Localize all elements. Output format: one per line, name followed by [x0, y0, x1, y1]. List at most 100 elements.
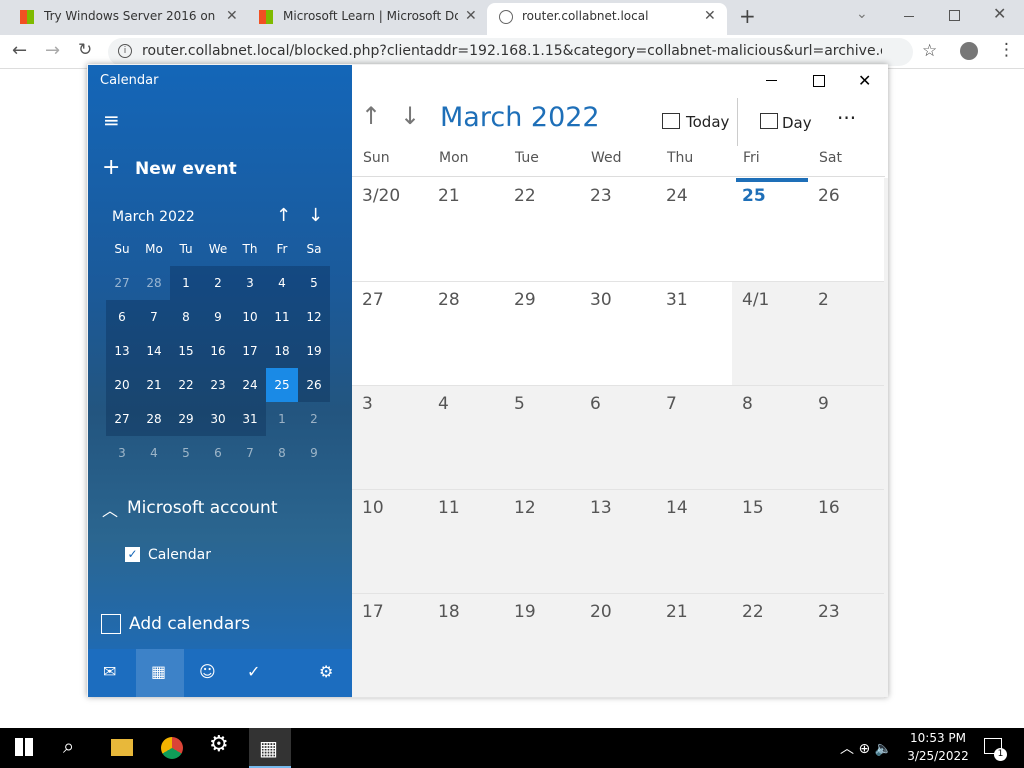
day-cell[interactable]: 4/1	[732, 282, 808, 386]
mini-day[interactable]: 5	[182, 446, 190, 460]
day-cell[interactable]: 7	[656, 386, 732, 490]
mini-day[interactable]: 8	[278, 446, 286, 460]
back[interactable]: ←	[12, 40, 28, 61]
people-icon[interactable]: ☺	[199, 662, 216, 681]
account[interactable]: Microsoft account	[127, 498, 278, 518]
mini-day[interactable]: 5	[298, 266, 330, 300]
day-cell[interactable]: 25	[732, 178, 808, 282]
win-maximize[interactable]	[813, 75, 825, 87]
tab-search[interactable]: ⌄	[856, 6, 868, 22]
clock-date[interactable]: 3/25/2022	[907, 749, 969, 763]
calendar-icon[interactable]: ▦	[151, 662, 167, 681]
tab-title[interactable]: Try Windows Server 2016 on Mic	[44, 9, 216, 23]
day-cell[interactable]: 22	[732, 594, 808, 698]
mini-day[interactable]: 29	[170, 402, 202, 436]
tab-close[interactable]: ✕	[226, 8, 238, 24]
mini-day[interactable]: 16	[202, 334, 234, 368]
mini-day[interactable]: 6	[214, 446, 222, 460]
today[interactable]: Today	[686, 113, 730, 131]
view[interactable]: Day	[782, 114, 812, 132]
day-cell[interactable]: 13	[580, 490, 656, 594]
tab-title[interactable]: Microsoft Learn | Microsoft Docs	[283, 9, 458, 23]
mini-day[interactable]: 25	[266, 368, 298, 402]
new-tab[interactable]: +	[739, 4, 756, 28]
mini-day[interactable]: 30	[202, 402, 234, 436]
tab-close[interactable]: ✕	[704, 8, 716, 24]
mini-day[interactable]: 1	[170, 266, 202, 300]
calendar-task[interactable]	[249, 728, 291, 768]
mini-day[interactable]: 4	[150, 446, 158, 460]
mini-day[interactable]: 13	[106, 334, 138, 368]
mini-day[interactable]: 4	[266, 266, 298, 300]
day-cell[interactable]: 15	[732, 490, 808, 594]
tray[interactable]: ︿ ⊕ 🔈	[840, 741, 893, 757]
day-cell[interactable]: 3/20	[352, 178, 428, 282]
mini-day[interactable]: 27	[114, 276, 130, 290]
todo-icon[interactable]: ✓	[247, 662, 261, 681]
day-cell[interactable]: 14	[656, 490, 732, 594]
day-cell[interactable]: 27	[352, 282, 428, 386]
mini-day[interactable]: 28	[146, 276, 162, 290]
day-cell[interactable]: 21	[656, 594, 732, 698]
minimize[interactable]	[904, 16, 914, 17]
clock-time[interactable]: 10:53 PM	[910, 731, 966, 745]
mini-day[interactable]: 31	[234, 402, 266, 436]
day-cell[interactable]: 22	[504, 178, 580, 282]
mini-day[interactable]: 15	[170, 334, 202, 368]
mini-day[interactable]: 2	[202, 266, 234, 300]
mini-day[interactable]: 22	[170, 368, 202, 402]
mini-day[interactable]: 7	[138, 300, 170, 334]
day-cell[interactable]: 20	[580, 594, 656, 698]
day-cell[interactable]: 23	[580, 178, 656, 282]
day-cell[interactable]: 24	[656, 178, 732, 282]
mini-day[interactable]: 6	[106, 300, 138, 334]
mini-day[interactable]: 11	[266, 300, 298, 334]
mini-day[interactable]: 9	[202, 300, 234, 334]
mini-day[interactable]: 17	[234, 334, 266, 368]
checkbox[interactable]: ✓	[125, 547, 140, 562]
day-cell[interactable]: 31	[656, 282, 732, 386]
day-cell[interactable]: 23	[808, 594, 884, 698]
prev[interactable]: ↑	[361, 102, 382, 130]
day-cell[interactable]: 9	[808, 386, 884, 490]
mail-icon[interactable]: ✉	[103, 662, 117, 681]
day-cell[interactable]: 11	[428, 490, 504, 594]
day-cell[interactable]: 17	[352, 594, 428, 698]
more[interactable]: ···	[837, 106, 857, 130]
search[interactable]: ⌕	[63, 734, 75, 758]
mini-day[interactable]: 19	[298, 334, 330, 368]
day-cell[interactable]: 26	[808, 178, 884, 282]
mini-day[interactable]: 14	[138, 334, 170, 368]
mini-day[interactable]: 9	[310, 446, 318, 460]
tab-title[interactable]: router.collabnet.local	[522, 9, 649, 23]
mini-day[interactable]: 8	[170, 300, 202, 334]
mini-day[interactable]: 24	[234, 368, 266, 402]
settings[interactable]: ⚙	[209, 732, 229, 757]
day-cell[interactable]: 2	[808, 282, 884, 386]
forward[interactable]: →	[45, 40, 61, 61]
tab-close[interactable]: ✕	[465, 8, 477, 24]
settings-icon[interactable]: ⚙	[319, 662, 334, 681]
mini-day[interactable]: 12	[298, 300, 330, 334]
restore[interactable]	[949, 10, 960, 21]
reload[interactable]: ↻	[78, 40, 93, 60]
day-cell[interactable]: 16	[808, 490, 884, 594]
day-cell[interactable]: 28	[428, 282, 504, 386]
day-cell[interactable]: 4	[428, 386, 504, 490]
action-center[interactable]	[984, 738, 1002, 754]
mini-day[interactable]: 3	[118, 446, 126, 460]
day-cell[interactable]: 21	[428, 178, 504, 282]
omnibox[interactable]	[108, 38, 913, 66]
mini-day[interactable]: 2	[310, 412, 318, 426]
url[interactable]: router.collabnet.local/blocked.php?clien…	[142, 43, 882, 59]
day-cell[interactable]: 6	[580, 386, 656, 490]
next[interactable]: ↓	[400, 102, 421, 130]
mini-day[interactable]: 26	[298, 368, 330, 402]
mini-day[interactable]: 10	[234, 300, 266, 334]
calendar-name[interactable]: Calendar	[148, 547, 211, 563]
chrome[interactable]	[161, 737, 183, 759]
collapse-icon[interactable]: ︿	[102, 501, 119, 520]
mini-day[interactable]: 20	[106, 368, 138, 402]
mini-day[interactable]: 27	[106, 402, 138, 436]
day-cell[interactable]: 18	[428, 594, 504, 698]
